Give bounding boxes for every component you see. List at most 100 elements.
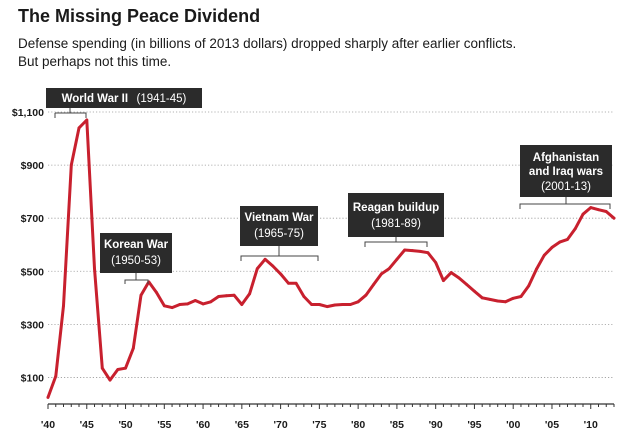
series-layer <box>46 118 616 399</box>
data-point <box>442 279 445 282</box>
data-point <box>395 257 399 261</box>
data-point <box>473 289 476 293</box>
data-point <box>504 300 507 304</box>
data-point <box>550 245 554 249</box>
data-point <box>527 284 531 288</box>
data-point <box>286 281 290 285</box>
data-point <box>170 306 174 310</box>
annotation-afghanistan-iraq-wars-years: (2001-13) <box>541 181 591 193</box>
data-point <box>85 118 89 122</box>
data-point <box>573 227 577 231</box>
x-tick-label: '80 <box>351 419 365 431</box>
data-point <box>263 257 267 261</box>
data-point <box>511 296 515 300</box>
data-point <box>217 295 220 298</box>
data-point <box>232 293 236 297</box>
x-tick-label: '65 <box>235 419 249 431</box>
data-point <box>100 366 104 370</box>
data-point <box>155 291 158 294</box>
data-point <box>566 238 569 241</box>
data-point <box>411 249 414 252</box>
data-point <box>465 283 469 286</box>
annotation-world-war-ii-years: (1941-45) <box>137 93 187 105</box>
data-point <box>379 272 383 276</box>
data-point <box>108 378 112 382</box>
data-point <box>54 374 58 378</box>
data-point <box>418 249 422 253</box>
y-tick-label: $100 <box>21 372 45 384</box>
x-tick-label: '05 <box>545 419 559 431</box>
data-point <box>178 303 182 306</box>
data-point <box>604 210 608 213</box>
data-point <box>589 206 593 209</box>
chart-subtitle-line-2: But perhaps not this time. <box>18 54 172 69</box>
annotation-reagan-buildup-label: Reagan buildup <box>353 202 439 214</box>
data-point <box>496 299 500 303</box>
data-point <box>77 126 81 130</box>
data-point <box>279 272 283 276</box>
data-point <box>317 303 321 306</box>
data-point <box>434 261 438 264</box>
data-point <box>193 299 197 302</box>
annotation-world-war-ii-box <box>46 88 202 108</box>
data-point <box>209 300 213 304</box>
data-point <box>457 276 461 280</box>
data-point <box>271 264 275 268</box>
x-tick-label: '40 <box>41 419 55 431</box>
data-point <box>581 212 585 216</box>
data-point <box>426 251 430 255</box>
chart-subtitle-line-1: Defense spending (in billions of 2013 do… <box>18 36 517 51</box>
annotation-vietnam-war-label: Vietnam War <box>244 212 314 224</box>
data-point <box>364 293 368 297</box>
annotation-korean-war-bracket <box>124 273 149 284</box>
data-point <box>356 300 360 304</box>
data-point <box>93 267 96 271</box>
data-point <box>248 292 251 296</box>
chart-title: The Missing Peace Dividend <box>18 6 261 26</box>
x-tick-label: '85 <box>390 419 404 431</box>
annotation-korean-war-label: Korean War <box>104 239 169 251</box>
y-tick-label: $900 <box>21 160 45 172</box>
x-tick-label: '10 <box>584 419 598 431</box>
y-tick-label: $500 <box>21 266 45 278</box>
x-tick-label: '45 <box>80 419 94 431</box>
annotation-afghanistan-label: Afghanistan <box>533 152 599 164</box>
data-point <box>480 296 484 300</box>
annotation-iraq-wars-label: and Iraq wars <box>529 166 603 178</box>
data-point <box>558 240 562 244</box>
annotation-vietnam-war-box <box>240 206 318 246</box>
annotation-afghanistan-iraq-wars-box <box>520 145 612 197</box>
annotation-afghanistan-iraq-wars-bracket <box>519 197 611 209</box>
annotation-world-war-ii-bracket <box>54 108 87 118</box>
data-point <box>535 267 538 271</box>
annotation-vietnam-war-bracket <box>240 246 319 261</box>
annotation-afghanistan-iraq-wars: Afghanistan and Iraq wars (2001-13) <box>519 145 612 209</box>
x-tick-label: '95 <box>467 419 481 431</box>
data-point <box>201 302 205 306</box>
annotation-vietnam-war: Vietnam War (1965-75) <box>240 206 319 261</box>
annotation-reagan-buildup: Reagan buildup (1981-89) <box>348 193 444 247</box>
y-tick-label: $700 <box>21 213 45 225</box>
x-tick-label: '90 <box>429 419 443 431</box>
x-tick-label: '00 <box>506 419 520 431</box>
data-point <box>310 303 314 306</box>
data-point <box>255 267 259 271</box>
data-point <box>542 253 546 257</box>
annotation-reagan-buildup-bracket <box>364 237 428 247</box>
data-point <box>294 281 298 285</box>
data-point <box>488 298 492 301</box>
data-point <box>597 208 600 212</box>
data-point <box>124 366 127 370</box>
annotation-korean-war-box <box>100 233 172 273</box>
data-point <box>302 295 306 298</box>
data-point <box>449 271 453 274</box>
data-point <box>333 303 337 307</box>
x-tick-label: '55 <box>157 419 171 431</box>
data-point <box>162 304 166 308</box>
y-tick-label: $1,100 <box>12 107 44 119</box>
data-point <box>403 248 407 252</box>
annotation-world-war-ii: World War II (1941-45) <box>46 88 202 118</box>
x-tick-label: '50 <box>118 419 132 431</box>
data-point <box>372 283 376 286</box>
